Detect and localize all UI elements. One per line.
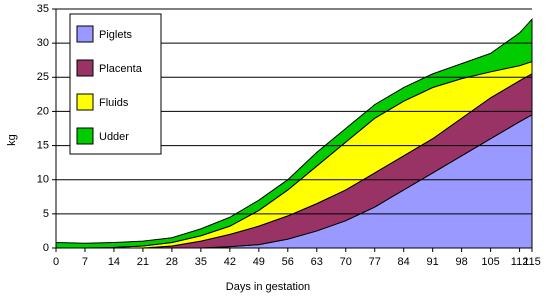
x-tick-label: 0 bbox=[53, 256, 59, 268]
x-tick-label: 21 bbox=[137, 256, 149, 268]
y-tick-label: 5 bbox=[43, 208, 49, 220]
x-tick-label: 56 bbox=[282, 256, 294, 268]
x-tick-label: 28 bbox=[166, 256, 178, 268]
legend-label: Udder bbox=[99, 131, 129, 143]
y-tick-label: 30 bbox=[37, 37, 49, 49]
x-tick-label: 14 bbox=[108, 256, 120, 268]
y-axis-label: kg bbox=[6, 134, 18, 146]
y-tick-label: 35 bbox=[37, 3, 49, 15]
x-axis-label: Days in gestation bbox=[226, 281, 310, 293]
legend-swatch bbox=[76, 93, 94, 111]
x-tick-label: 35 bbox=[195, 256, 207, 268]
area bbox=[55, 17, 533, 249]
x-tick-label: 70 bbox=[340, 256, 352, 268]
x-tick-label: 49 bbox=[253, 256, 265, 268]
x-tick-label: 91 bbox=[427, 256, 439, 268]
x-tick-label: 112 bbox=[511, 256, 529, 268]
x-tick-label: 115 bbox=[523, 256, 541, 268]
x-tick-label: 42 bbox=[224, 256, 236, 268]
x-tick-label: 77 bbox=[369, 256, 381, 268]
x-tick-label: 7 bbox=[82, 256, 88, 268]
x-tick-label: 105 bbox=[481, 256, 499, 268]
legend-label: Piglets bbox=[99, 29, 133, 41]
legend-label: Placenta bbox=[99, 63, 143, 75]
y-tick-label: 0 bbox=[43, 242, 49, 254]
y-tick-label: 15 bbox=[37, 139, 49, 151]
legend-swatch bbox=[76, 127, 94, 145]
legend-label: Fluids bbox=[99, 97, 129, 109]
y-tick-label: 10 bbox=[37, 174, 49, 186]
y-tick-label: 20 bbox=[37, 105, 49, 117]
x-tick-label: 98 bbox=[456, 256, 468, 268]
legend-swatch bbox=[76, 59, 94, 77]
legend-swatch bbox=[76, 25, 94, 43]
y-tick-label: 25 bbox=[37, 71, 49, 83]
x-tick-label: 63 bbox=[311, 256, 323, 268]
x-tick-label: 84 bbox=[398, 256, 410, 268]
